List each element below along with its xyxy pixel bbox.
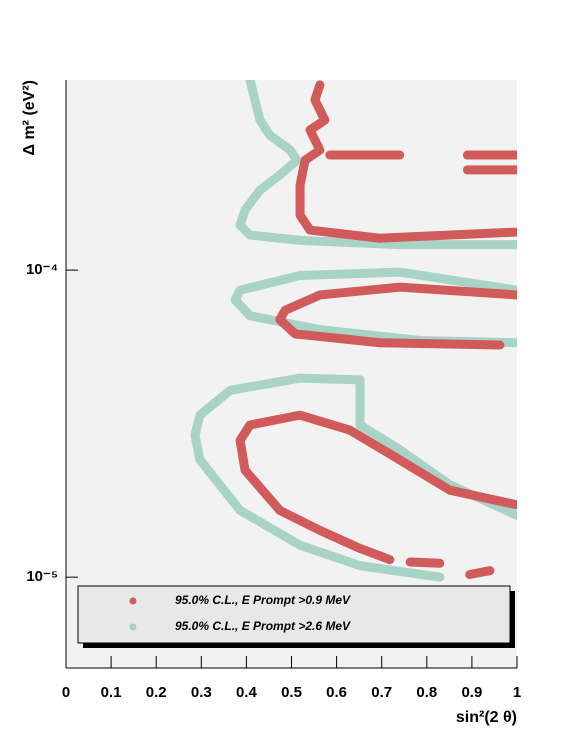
plot-area — [66, 80, 517, 668]
x-tick-label: 0.5 — [281, 684, 302, 701]
x-tick-label: 0.8 — [416, 684, 437, 701]
legend-label: 95.0% C.L., E Prompt >0.9 MeV — [175, 593, 351, 607]
contour — [230, 267, 517, 348]
x-tick-label: 0.4 — [236, 684, 258, 701]
y-axis-title: Δ m² (eV²) — [21, 80, 38, 156]
contour — [235, 410, 517, 565]
contours — [190, 80, 517, 582]
contour — [275, 282, 517, 350]
legend-marker — [129, 623, 137, 631]
x-tick-label: 0 — [62, 684, 70, 701]
contour — [405, 557, 445, 568]
legend-marker — [129, 597, 137, 605]
x-tick-label: 0.6 — [326, 684, 347, 701]
x-tick-label: 1 — [513, 684, 521, 701]
y-tick-label: 10⁻⁴ — [26, 261, 58, 278]
legend-label: 95.0% C.L., E Prompt >2.6 MeV — [175, 619, 351, 633]
contour — [235, 80, 517, 250]
contour — [190, 373, 517, 582]
x-tick-label: 0.2 — [146, 684, 167, 701]
x-tick-label: 0.7 — [371, 684, 392, 701]
x-tick-label: 0.3 — [191, 684, 212, 701]
x-axis-title: sin²(2 θ) — [456, 709, 517, 726]
x-tick-label: 0.9 — [461, 684, 482, 701]
contour — [295, 80, 517, 243]
legend — [77, 585, 511, 644]
y-tick-label: 10⁻⁵ — [26, 568, 58, 585]
contour — [465, 566, 495, 580]
x-tick-label: 0.1 — [101, 684, 122, 701]
